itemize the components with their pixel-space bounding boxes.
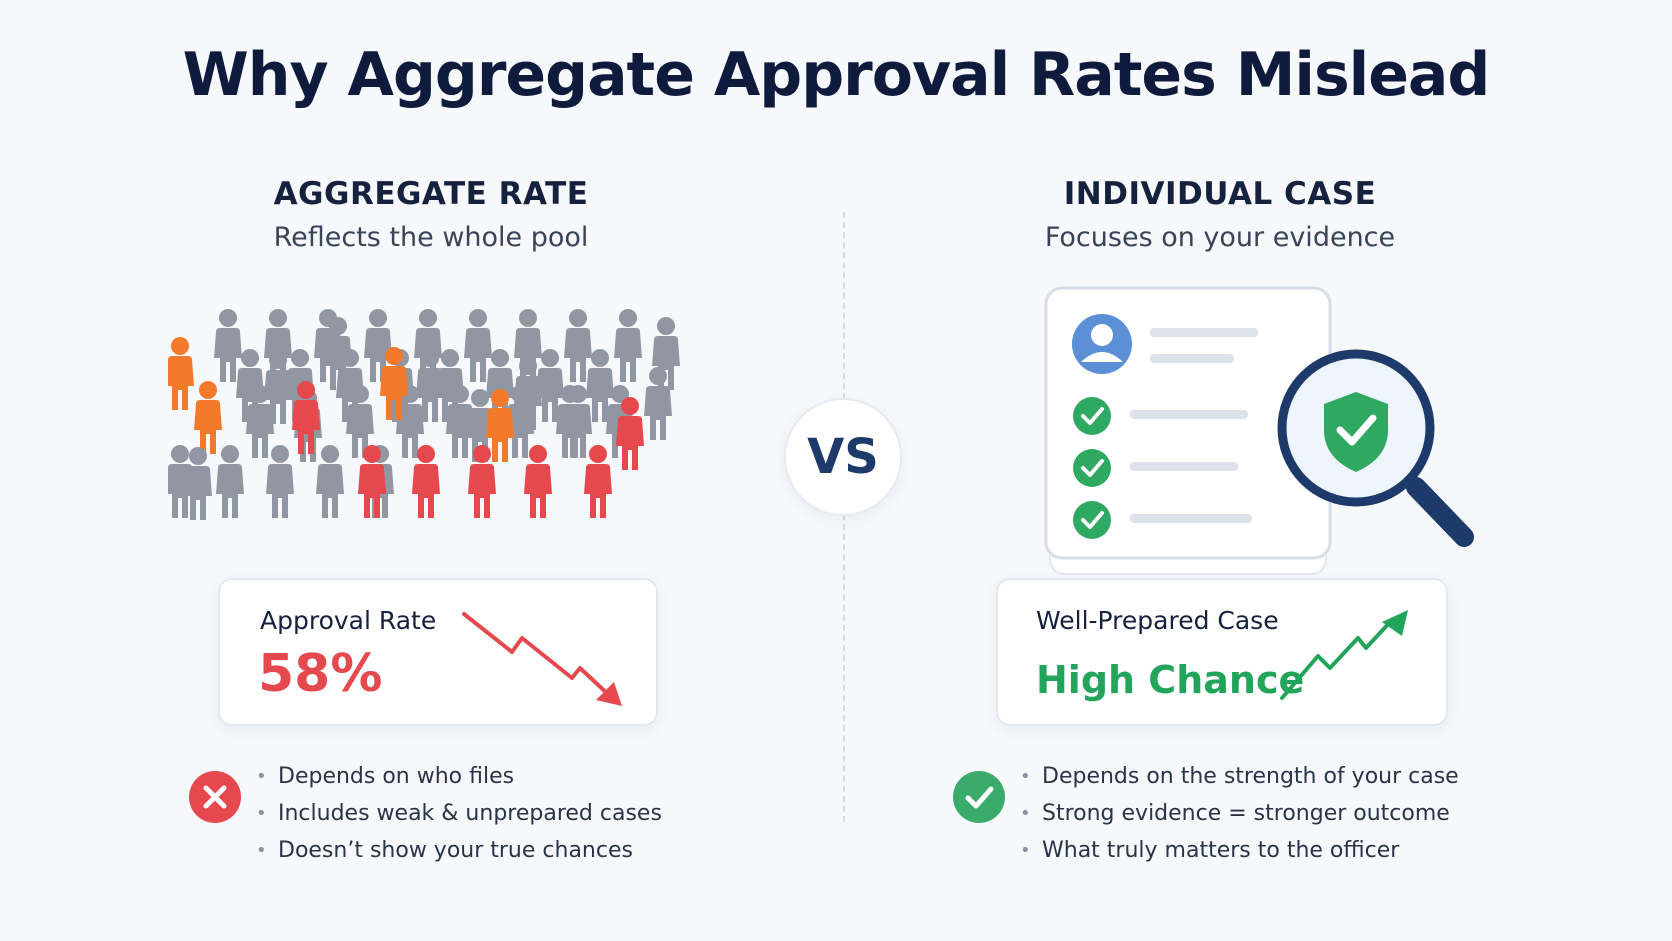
person-icon [194,381,222,454]
person-icon [524,445,552,518]
person-icon [446,385,474,458]
person-icon [292,381,320,454]
individual-heading: INDIVIDUAL CASE [1063,176,1377,212]
check-circle-icon [952,770,1006,824]
list-item: Depends on who files [256,758,662,795]
check-icon [1073,397,1111,435]
person-icon [644,367,672,440]
aggregate-bullet-list: Depends on who files Includes weak & unp… [256,758,662,869]
approval-rate-value: 58% [258,644,383,704]
approval-rate-card: Approval Rate 58% [218,578,658,726]
person-icon [464,309,492,382]
person-icon [536,349,564,422]
person-icon [380,347,408,420]
person-icon [564,309,592,382]
person-icon [564,385,592,458]
person-icon [316,445,344,518]
approval-rate-label: Approval Rate [260,606,437,635]
column-divider [843,212,845,822]
person-icon [586,349,614,422]
person-icon [412,445,440,518]
person-icon [168,337,194,410]
x-circle-icon [188,770,242,824]
list-item: Strong evidence = stronger outcome [1020,795,1459,832]
person-icon [214,309,242,382]
person-icon [468,445,496,518]
person-icon [216,445,244,518]
person-icon [614,309,642,382]
case-document-illustration [1040,284,1480,584]
check-icon [1073,501,1111,539]
individual-bullet-list: Depends on the strength of your case Str… [1020,758,1459,869]
well-prepared-case-label: Well-Prepared Case [1036,606,1279,635]
trend-down-arrow-icon [460,608,630,708]
high-chance-value: High Chance [1036,658,1305,702]
page-title: Why Aggregate Approval Rates Mislead [182,40,1491,110]
person-icon [358,445,386,518]
check-icon [1073,449,1111,487]
crowd-illustration [168,298,708,538]
person-icon [584,445,612,518]
trend-up-arrow-icon [1278,608,1418,704]
person-icon [486,389,514,462]
person-icon [346,385,374,458]
individual-subheading: Focuses on your evidence [1044,222,1396,253]
aggregate-subheading: Reflects the whole pool [273,222,589,253]
list-item: Doesn’t show your true chances [256,832,662,869]
person-icon [416,349,444,422]
list-item: Depends on the strength of your case [1020,758,1459,795]
person-icon [264,351,292,424]
list-item: What truly matters to the officer [1020,832,1459,869]
person-icon [266,445,294,518]
well-prepared-case-card: Well-Prepared Case High Chance [996,578,1448,726]
aggregate-heading: AGGREGATE RATE [273,176,589,212]
person-icon [184,447,212,520]
list-item: Includes weak & unprepared cases [256,795,662,832]
magnifier-shield-icon [1277,349,1474,547]
person-icon [324,317,352,390]
user-avatar-icon [1072,314,1132,374]
person-icon [616,397,644,470]
person-icon [514,357,542,430]
vs-badge: VS [784,398,902,516]
